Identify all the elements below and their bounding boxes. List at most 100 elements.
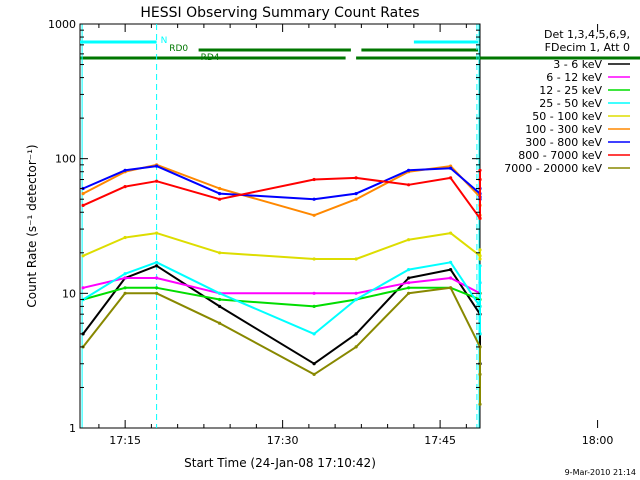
series-point xyxy=(354,297,358,302)
series-point xyxy=(407,276,411,280)
series-point xyxy=(354,332,358,336)
series-point xyxy=(407,291,411,295)
series-point xyxy=(81,286,85,290)
series-point xyxy=(407,238,411,242)
series-point xyxy=(123,168,127,172)
series-point xyxy=(218,192,222,196)
series-point xyxy=(478,372,482,376)
series-point xyxy=(155,179,159,183)
series-point xyxy=(449,166,453,170)
legend-label: 800 - 7000 keV xyxy=(518,149,602,162)
series-point xyxy=(155,291,159,295)
series-point xyxy=(312,291,316,295)
legend-label: 12 - 25 keV xyxy=(539,84,602,97)
series-point xyxy=(155,276,159,280)
series-point xyxy=(354,257,358,261)
series-point xyxy=(312,362,316,366)
series-point xyxy=(478,254,482,258)
series-line-8 xyxy=(82,286,481,406)
series-point xyxy=(218,251,222,255)
series-point xyxy=(123,291,127,295)
legend-label: 7000 - 20000 keV xyxy=(504,162,602,175)
series-point xyxy=(312,304,316,308)
series-point xyxy=(449,286,453,290)
series-lines xyxy=(81,163,482,406)
series-point xyxy=(155,260,159,264)
series-point xyxy=(155,264,159,268)
footer-timestamp: 9-Mar-2010 21:14 xyxy=(565,468,636,477)
series-point xyxy=(218,197,222,201)
series-point xyxy=(155,164,159,168)
y-tick-label: 100 xyxy=(55,153,76,166)
series-point xyxy=(312,332,316,336)
series-point xyxy=(449,276,453,280)
series-point xyxy=(218,297,222,302)
legend-header-line-2: FDecim 1, Att 0 xyxy=(545,41,630,54)
legend: Det 1,3,4,5,6,9, FDecim 1, Att 0 3 - 6 k… xyxy=(504,28,630,175)
series-point xyxy=(407,286,411,290)
series-point xyxy=(478,402,482,406)
series-point xyxy=(312,197,316,201)
series-point xyxy=(218,291,222,295)
series-point xyxy=(449,176,453,180)
series-point xyxy=(123,235,127,240)
series-point xyxy=(354,345,358,349)
flag-label-rd0: RD0 xyxy=(169,44,188,54)
series-point xyxy=(218,304,222,308)
series-point xyxy=(312,257,316,261)
legend-label: 300 - 800 keV xyxy=(525,136,602,149)
legend-label: 25 - 50 keV xyxy=(539,97,602,110)
series-point xyxy=(155,231,159,235)
series-point xyxy=(155,286,159,290)
legend-label: 50 - 100 keV xyxy=(532,110,602,123)
series-point xyxy=(123,276,127,280)
series-point xyxy=(81,254,85,258)
series-point xyxy=(478,216,482,220)
series-point xyxy=(449,231,453,235)
series-line-5 xyxy=(82,163,481,220)
legend-label: 6 - 12 keV xyxy=(546,71,602,84)
x-axis-label: Start Time (24-Jan-08 17:10:42) xyxy=(184,456,376,470)
series-point xyxy=(123,272,127,276)
y-tick-label: 1000 xyxy=(48,18,76,31)
series-point xyxy=(478,257,482,261)
x-tick-label: 18:00 xyxy=(582,434,614,447)
x-tick-label: 17:30 xyxy=(267,434,299,447)
series-point xyxy=(478,264,482,268)
series-point xyxy=(123,185,127,189)
series-point xyxy=(407,268,411,272)
axes: 17:1517:3017:4518:0018:1518:3018:4511010… xyxy=(48,18,614,447)
series-point xyxy=(123,286,127,290)
series-point xyxy=(312,213,316,217)
series-point xyxy=(354,197,358,201)
y-tick-label: 1 xyxy=(69,422,76,435)
flag-label-rd4: RD4 xyxy=(201,53,220,63)
series-point xyxy=(312,177,316,182)
series-point xyxy=(407,168,411,172)
series-point xyxy=(354,291,358,295)
series-point xyxy=(407,281,411,285)
chart-title: HESSI Observing Summary Count Rates xyxy=(140,5,419,21)
series-line-7 xyxy=(82,170,481,220)
legend-header-line-1: Det 1,3,4,5,6,9, xyxy=(544,28,630,41)
plot-frame xyxy=(79,23,481,429)
y-axis-label: Count Rate (s⁻¹ detector⁻¹) xyxy=(25,144,39,307)
series-point xyxy=(449,260,453,264)
x-tick-label: 17:15 xyxy=(109,434,141,447)
legend-label: 100 - 300 keV xyxy=(525,123,602,136)
series-line-4 xyxy=(82,232,481,260)
series-point xyxy=(218,321,222,325)
series-point xyxy=(354,176,358,180)
legend-label: 3 - 6 keV xyxy=(553,58,602,71)
series-point xyxy=(478,248,482,252)
series-point xyxy=(478,281,482,285)
series-point xyxy=(449,268,453,272)
series-point xyxy=(312,372,316,376)
series-line-2 xyxy=(82,286,481,308)
series-point xyxy=(81,192,85,196)
series-point xyxy=(218,186,222,191)
series-point xyxy=(81,203,85,207)
series-point xyxy=(478,168,482,172)
